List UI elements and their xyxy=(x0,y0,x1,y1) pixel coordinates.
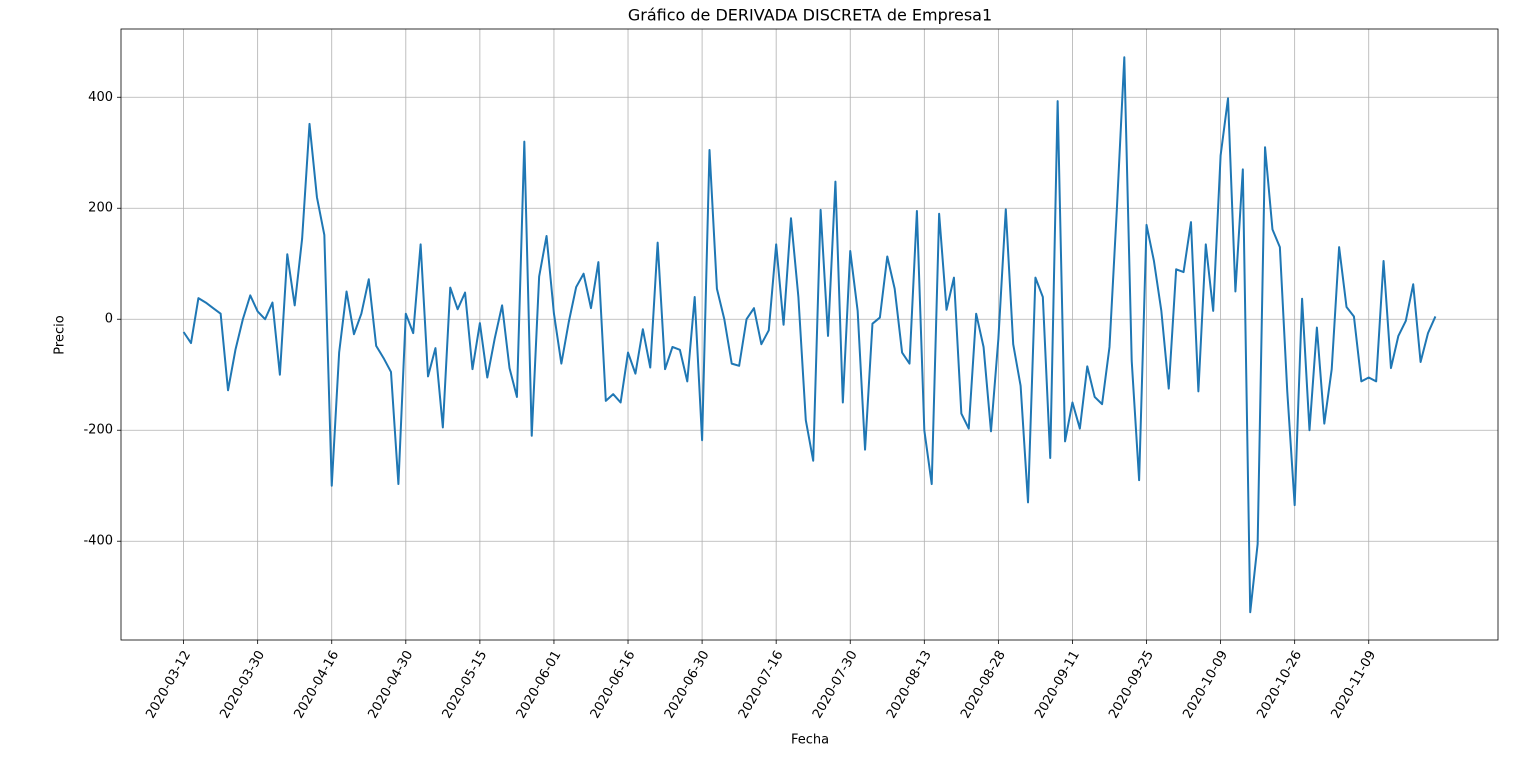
y-tick-label: -200 xyxy=(83,423,113,438)
x-tick-label: 2020-10-26 xyxy=(1254,648,1305,721)
x-tick-label: 2020-11-09 xyxy=(1328,648,1379,721)
x-tick-label: 2020-06-01 xyxy=(514,648,565,721)
x-tick-label: 2020-08-13 xyxy=(884,648,935,721)
x-tick-label: 2020-10-09 xyxy=(1180,648,1231,721)
x-tick-label: 2020-09-25 xyxy=(1106,648,1157,721)
y-tick-label: -400 xyxy=(83,534,113,549)
x-axis-label: Fecha xyxy=(791,733,829,748)
x-tick-label: 2020-03-12 xyxy=(143,648,194,721)
x-tick-label: 2020-09-11 xyxy=(1032,648,1083,721)
x-tick-label: 2020-05-15 xyxy=(440,648,491,721)
x-tick-label: 2020-06-16 xyxy=(588,648,639,721)
x-tick-label: 2020-08-28 xyxy=(958,648,1009,721)
x-tick-label: 2020-07-16 xyxy=(736,648,787,721)
y-tick-label: 400 xyxy=(88,90,113,105)
data-line xyxy=(182,56,1437,614)
y-axis-label: Precio xyxy=(53,315,68,354)
x-tick-label: 2020-04-16 xyxy=(291,648,342,721)
x-tick-label: 2020-06-30 xyxy=(662,648,713,721)
chart-title: Gráfico de DERIVADA DISCRETA de Empresa1 xyxy=(628,6,992,25)
x-tick-label: 2020-03-30 xyxy=(217,648,268,721)
x-tick-label: 2020-07-30 xyxy=(810,648,861,721)
y-tick-label: 0 xyxy=(105,312,113,327)
x-tick-label: 2020-04-30 xyxy=(366,648,417,721)
y-tick-label: 200 xyxy=(88,201,113,216)
plot-frame xyxy=(120,28,1499,641)
